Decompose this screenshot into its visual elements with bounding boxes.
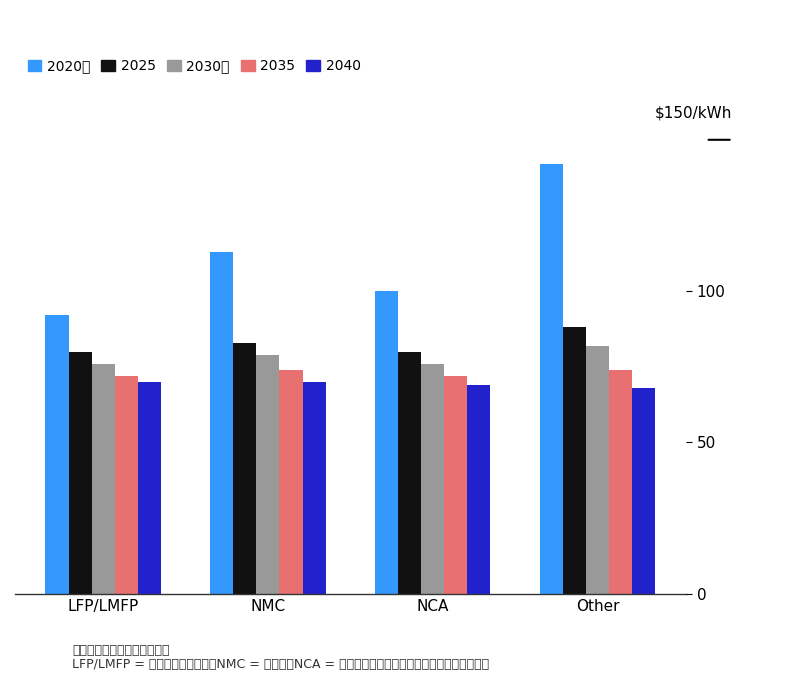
Text: 资料来源：摩根士丹利研究部: 资料来源：摩根士丹利研究部 bbox=[72, 644, 170, 657]
Bar bbox=[92, 364, 114, 594]
Bar bbox=[138, 382, 161, 594]
Bar bbox=[69, 352, 92, 594]
Bar bbox=[375, 291, 398, 594]
Legend: 2020年, 2025, 2030年, 2035, 2040: 2020年, 2025, 2030年, 2035, 2040 bbox=[22, 53, 366, 78]
Bar bbox=[540, 164, 563, 594]
Bar bbox=[563, 327, 586, 594]
Bar bbox=[609, 370, 632, 594]
Text: $150/kWh: $150/kWh bbox=[655, 105, 733, 120]
Bar bbox=[256, 355, 279, 594]
Bar bbox=[586, 345, 609, 594]
Bar bbox=[46, 315, 69, 594]
Bar bbox=[421, 364, 444, 594]
Bar bbox=[632, 388, 655, 594]
Bar bbox=[467, 385, 490, 594]
Bar bbox=[210, 251, 234, 594]
Bar bbox=[114, 376, 138, 594]
Bar bbox=[234, 343, 256, 594]
Bar bbox=[398, 352, 421, 594]
Bar bbox=[302, 382, 326, 594]
Bar bbox=[279, 370, 302, 594]
Bar bbox=[444, 376, 467, 594]
Text: LFP/LMFP = 锂铁（锰）磷酸盐；NMC = 镕锰馒；NCA = 镕馒铝；其他包括锂锰镕氧化物和锂镕氧化物: LFP/LMFP = 锂铁（锰）磷酸盐；NMC = 镕锰馒；NCA = 镕馒铝；… bbox=[72, 658, 489, 671]
